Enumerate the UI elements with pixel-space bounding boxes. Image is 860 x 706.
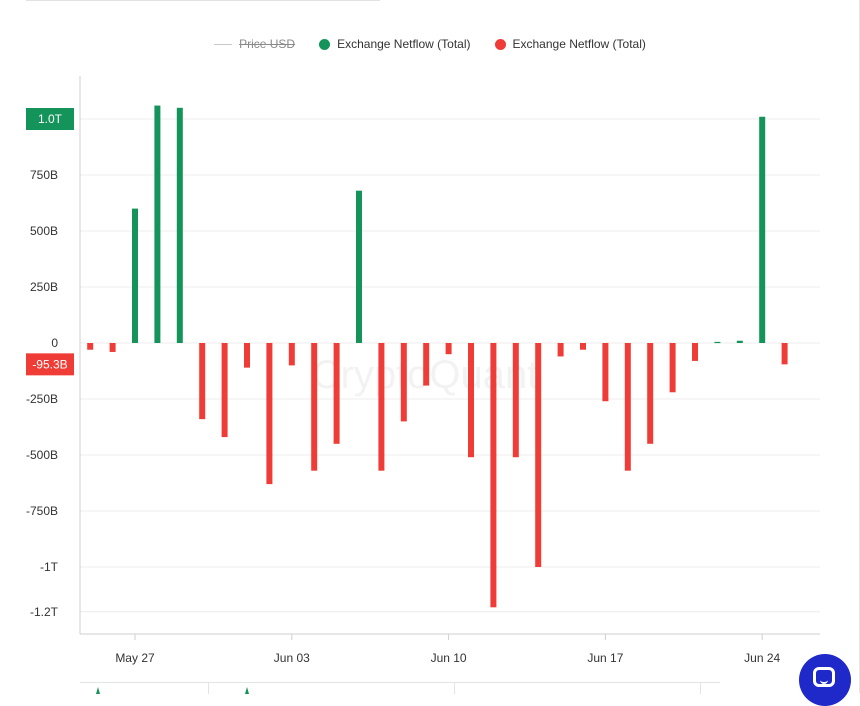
navigator-divider — [208, 683, 209, 694]
outflow-bar[interactable] — [311, 343, 318, 471]
outflow-bar[interactable] — [109, 343, 116, 352]
navigator-divider — [700, 683, 701, 694]
legend-label: Exchange Netflow (Total) — [512, 37, 646, 51]
outflow-bar[interactable] — [445, 343, 452, 355]
chat-support-button[interactable] — [799, 654, 851, 706]
y-tick-label: 250B — [30, 280, 58, 294]
outflow-bar[interactable] — [87, 343, 94, 350]
inflow-bar[interactable] — [176, 107, 183, 343]
outflow-bar[interactable] — [669, 343, 676, 393]
outflow-bar[interactable] — [378, 343, 385, 471]
legend-item[interactable]: Exchange Netflow (Total) — [319, 37, 471, 51]
outflow-bar[interactable] — [647, 343, 654, 444]
y-tick-label: 750B — [30, 168, 58, 182]
legend-dot-swatch — [319, 38, 331, 50]
navigator-spark — [96, 687, 100, 694]
legend-label: Price USD — [239, 37, 296, 51]
x-tick-label: Jun 03 — [274, 651, 310, 665]
y-tick-label: -750B — [26, 504, 58, 518]
y-value-badge-label: -95.3B — [32, 357, 67, 371]
legend-dot-swatch — [494, 38, 506, 50]
x-tick-label: Jun 17 — [587, 651, 623, 665]
chart-legend: Price USD Exchange Netflow (Total) Exchang… — [0, 34, 860, 54]
legend-item[interactable]: Price USD — [214, 37, 295, 51]
outflow-bar[interactable] — [535, 343, 542, 567]
y-tick-label: 500B — [30, 224, 58, 238]
navigator-spark — [245, 687, 249, 694]
inflow-bar[interactable] — [132, 208, 138, 343]
inflow-bar[interactable] — [714, 341, 721, 344]
y-tick-label: -500B — [26, 448, 58, 462]
outflow-bar[interactable] — [266, 343, 273, 485]
y-tick-label: -1T — [40, 560, 59, 574]
y-tick-label: -1.2T — [30, 605, 59, 619]
outflow-bar[interactable] — [490, 343, 497, 608]
range-navigator[interactable] — [80, 682, 720, 694]
outflow-bar[interactable] — [333, 343, 340, 444]
y-tick-label: 0 — [51, 336, 58, 350]
outflow-bar[interactable] — [468, 343, 474, 458]
top-divider — [26, 0, 380, 1]
y-tick-label: -250B — [26, 392, 58, 406]
outflow-bar[interactable] — [400, 343, 407, 422]
outflow-bar[interactable] — [288, 343, 295, 366]
navigator-divider — [454, 683, 455, 694]
outflow-bar[interactable] — [423, 343, 430, 386]
x-tick-label: Jun 24 — [744, 651, 780, 665]
outflow-bar[interactable] — [580, 343, 586, 350]
outflow-bar[interactable] — [602, 343, 609, 402]
outflow-bar[interactable] — [244, 343, 250, 368]
chat-icon — [813, 667, 835, 687]
outflow-bar[interactable] — [624, 343, 631, 471]
y-value-badge-label: 1.0T — [38, 112, 63, 126]
bars — [87, 105, 788, 608]
y-value-badge — [26, 353, 74, 376]
inflow-bar[interactable] — [736, 340, 743, 343]
outflow-bar[interactable] — [221, 343, 228, 438]
inflow-bar[interactable] — [356, 190, 362, 343]
inflow-bar[interactable] — [154, 105, 161, 343]
legend-label: Exchange Netflow (Total) — [337, 37, 471, 51]
outflow-bar[interactable] — [199, 343, 206, 420]
y-value-badge — [26, 108, 74, 130]
legend-item[interactable]: Exchange Netflow (Total) — [494, 37, 646, 51]
x-tick-label: Jun 10 — [431, 651, 467, 665]
inflow-bar[interactable] — [759, 116, 766, 343]
outflow-bar[interactable] — [692, 343, 698, 361]
outflow-bar[interactable] — [512, 343, 519, 458]
value-badges: 1.0T -95.3B — [26, 108, 74, 376]
legend-line-swatch — [214, 43, 233, 45]
outflow-bar[interactable] — [557, 343, 564, 357]
outflow-bar[interactable] — [781, 343, 788, 365]
x-tick-label: May 27 — [115, 651, 155, 665]
